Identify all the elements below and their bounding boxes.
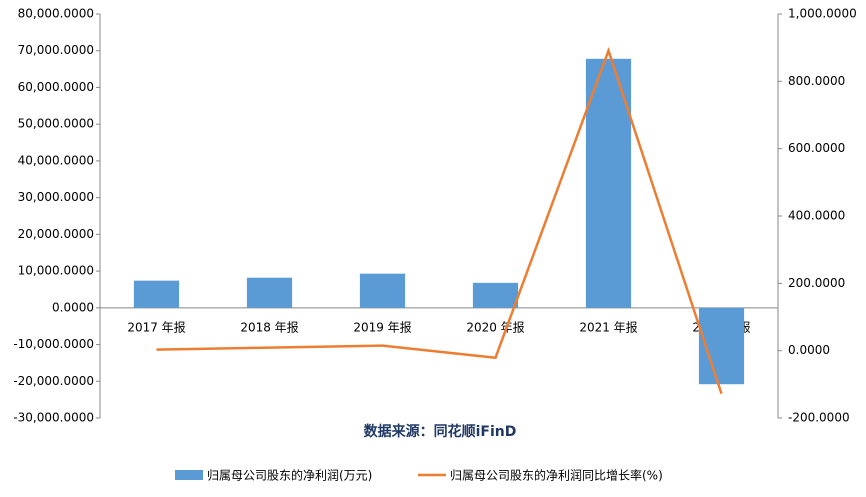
bar	[246, 277, 293, 308]
y-tick-label: -20,000.0000	[13, 374, 94, 388]
x-tick-label: 2017 年报	[127, 319, 185, 334]
y2-tick-label: 600.0000	[788, 141, 845, 155]
legend-swatch	[175, 470, 203, 480]
y-tick-label: 10,000.0000	[18, 264, 94, 278]
y2-tick-label: 0.0000	[788, 343, 830, 357]
y-tick-label: 40,000.0000	[18, 153, 94, 167]
legend-label: 归属母公司股东的净利润(万元)	[207, 468, 372, 483]
y-tick-label: 80,000.0000	[18, 7, 94, 21]
x-tick-label: 2018 年报	[240, 319, 298, 334]
x-tick-label: 2021 年报	[579, 319, 637, 334]
y-tick-label: 30,000.0000	[18, 190, 94, 204]
legend-label: 归属母公司股东的净利润同比增长率(%)	[450, 468, 663, 483]
y-tick-label: 50,000.0000	[18, 117, 94, 131]
y-tick-label: 70,000.0000	[18, 43, 94, 57]
y-tick-label: -30,000.0000	[13, 411, 94, 425]
y2-tick-label: 400.0000	[788, 209, 845, 223]
line	[156, 46, 723, 395]
y2-tick-label: 800.0000	[788, 74, 845, 88]
y2-tick-label: 200.0000	[788, 276, 845, 290]
bar	[133, 280, 180, 308]
y2-tick-label: 1,000.0000	[788, 7, 857, 21]
x-tick-label: 2020 年报	[466, 319, 524, 334]
y-tick-label: 20,000.0000	[18, 227, 94, 241]
y2-tick-label: -200.0000	[788, 411, 850, 425]
bar	[359, 273, 406, 308]
y-tick-label: 0.0000	[52, 300, 94, 314]
y-tick-label: -10,000.0000	[13, 337, 94, 351]
x-tick-label: 2019 年报	[353, 319, 411, 334]
chart-source: 数据来源：同花顺iFinD	[364, 423, 517, 440]
bar	[472, 282, 519, 308]
y-tick-label: 60,000.0000	[18, 80, 94, 94]
